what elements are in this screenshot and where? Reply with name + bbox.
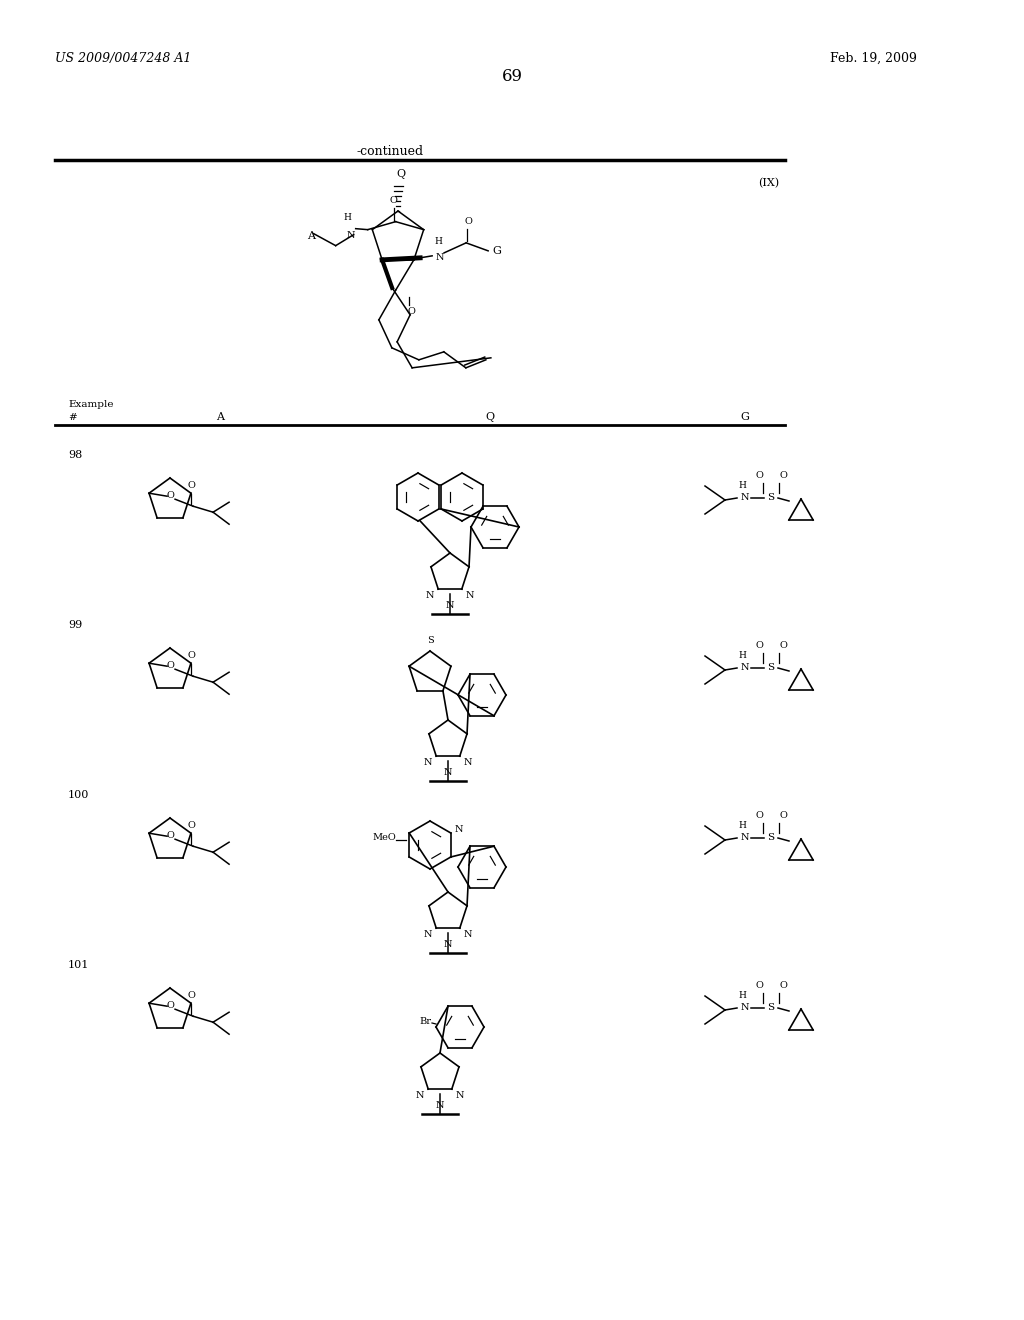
Text: S: S <box>767 833 774 842</box>
Text: N: N <box>436 253 444 261</box>
Text: N: N <box>346 231 355 240</box>
Text: S: S <box>767 664 774 672</box>
Text: O: O <box>755 810 763 820</box>
Text: N: N <box>466 591 474 601</box>
Text: O: O <box>779 471 786 480</box>
Text: N: N <box>740 494 750 503</box>
Text: N: N <box>740 664 750 672</box>
Text: N: N <box>464 931 472 940</box>
Text: #: # <box>68 413 77 422</box>
Text: O: O <box>779 810 786 820</box>
Text: O: O <box>187 991 195 1001</box>
Text: Q: Q <box>485 412 495 422</box>
Text: O: O <box>755 981 763 990</box>
Text: 98: 98 <box>68 450 82 459</box>
Text: H: H <box>344 213 351 222</box>
Text: O: O <box>390 195 397 205</box>
Text: N: N <box>740 1003 750 1012</box>
Text: O: O <box>166 491 174 500</box>
Text: N: N <box>456 1092 464 1100</box>
Text: 69: 69 <box>502 69 522 84</box>
Text: N: N <box>443 768 453 777</box>
Text: G: G <box>493 246 501 256</box>
Text: 101: 101 <box>68 960 89 970</box>
Text: N: N <box>445 601 455 610</box>
Text: US 2009/0047248 A1: US 2009/0047248 A1 <box>55 51 191 65</box>
Text: Q: Q <box>396 169 406 180</box>
Text: N: N <box>436 1101 444 1110</box>
Text: H: H <box>738 821 745 830</box>
Text: O: O <box>187 651 195 660</box>
Text: MeO: MeO <box>372 833 396 842</box>
Text: N: N <box>424 931 432 940</box>
Text: O: O <box>464 216 472 226</box>
Text: H: H <box>738 651 745 660</box>
Text: O: O <box>166 661 174 669</box>
Text: -continued: -continued <box>356 145 424 158</box>
Text: N: N <box>426 591 434 601</box>
Text: A: A <box>216 412 224 422</box>
Text: S: S <box>427 636 433 645</box>
Text: H: H <box>434 236 442 246</box>
Text: O: O <box>779 981 786 990</box>
Text: N: N <box>455 825 463 834</box>
Text: S: S <box>767 494 774 503</box>
Text: O: O <box>187 482 195 490</box>
Text: O: O <box>166 1001 174 1010</box>
Text: N: N <box>443 940 453 949</box>
Text: O: O <box>408 308 415 315</box>
Text: 100: 100 <box>68 789 89 800</box>
Text: H: H <box>738 480 745 490</box>
Text: Feb. 19, 2009: Feb. 19, 2009 <box>830 51 916 65</box>
Text: O: O <box>755 471 763 480</box>
Text: H: H <box>738 991 745 1001</box>
Text: 99: 99 <box>68 620 82 630</box>
Text: A: A <box>306 231 314 240</box>
Text: S: S <box>767 1003 774 1012</box>
Text: O: O <box>166 830 174 840</box>
Text: N: N <box>740 833 750 842</box>
Text: N: N <box>416 1092 424 1100</box>
Text: O: O <box>755 642 763 649</box>
Text: G: G <box>740 412 750 422</box>
Text: O: O <box>187 821 195 830</box>
Text: N: N <box>424 758 432 767</box>
Text: (IX): (IX) <box>758 178 779 189</box>
Text: N: N <box>464 758 472 767</box>
Text: Br: Br <box>419 1018 431 1027</box>
Text: Example: Example <box>68 400 114 409</box>
Text: O: O <box>779 642 786 649</box>
